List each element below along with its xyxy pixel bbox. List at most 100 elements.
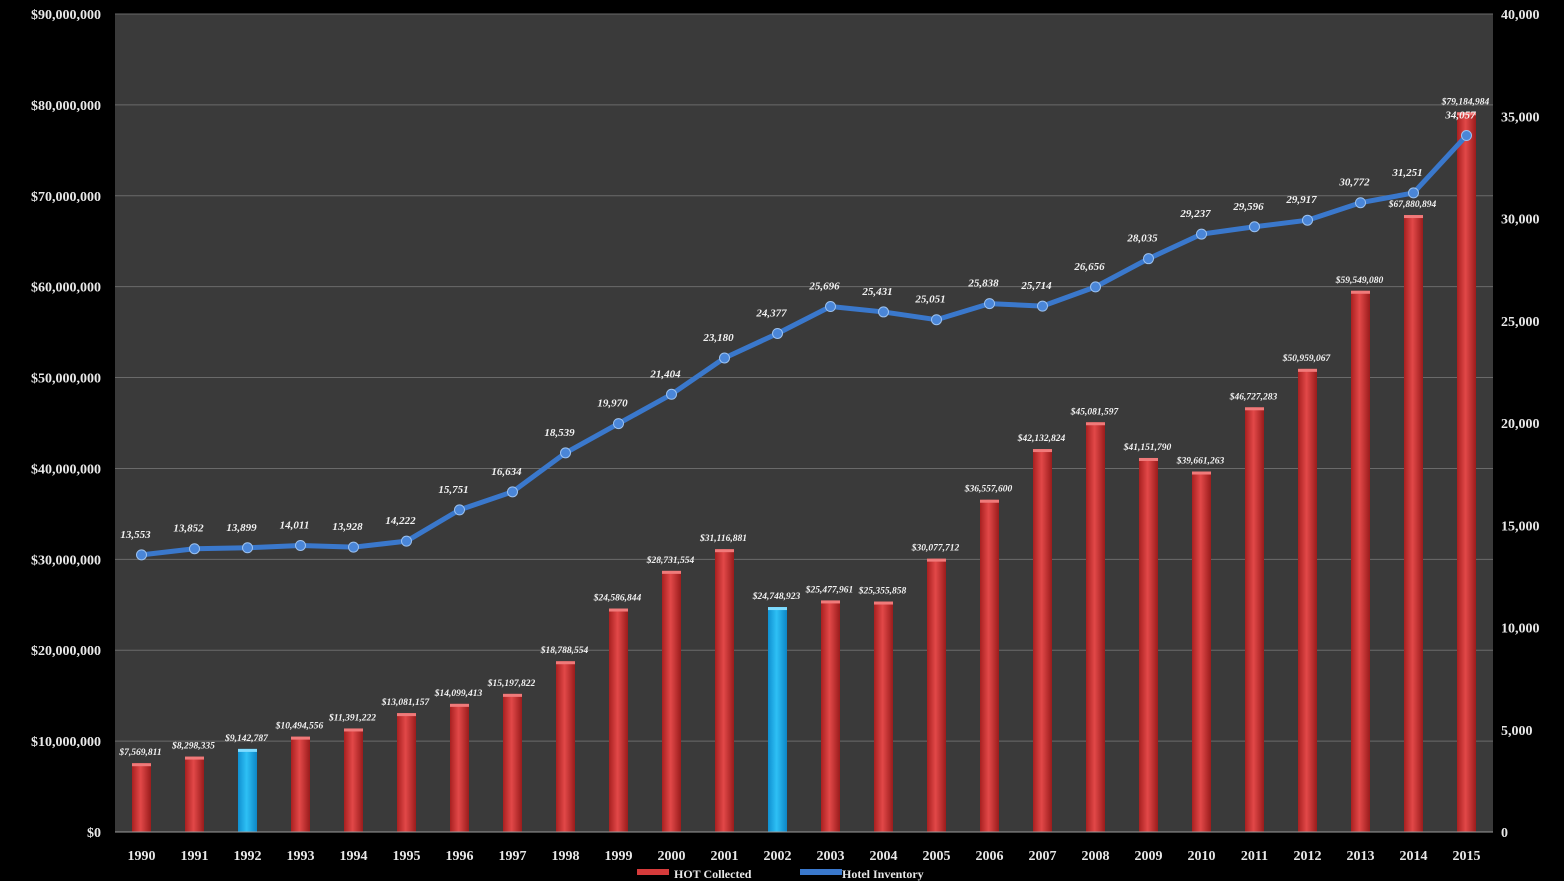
line-point <box>295 539 306 551</box>
line-data-label: 14,222 <box>385 515 416 527</box>
bar <box>609 608 628 832</box>
line-point <box>1143 253 1154 265</box>
x-tick-label: 1991 <box>181 849 209 864</box>
x-tick-label: 2007 <box>1029 849 1057 864</box>
bar-cap <box>1298 368 1317 372</box>
y-tick-label: $30,000,000 <box>31 553 101 568</box>
bar-cap <box>980 499 999 503</box>
bar-cap <box>874 601 893 605</box>
line-data-label: 29,237 <box>1179 208 1211 220</box>
line-point <box>136 549 147 561</box>
bar <box>1086 422 1105 832</box>
bar <box>397 713 416 832</box>
bar-cap <box>1192 471 1211 475</box>
bar-cap <box>1139 457 1158 461</box>
x-tick-label: 1993 <box>287 849 315 864</box>
line-data-label: 21,404 <box>649 368 681 380</box>
line-point <box>1196 228 1207 240</box>
line-point <box>719 352 730 364</box>
x-tick-label: 2006 <box>976 849 1004 864</box>
y2-tick-label: 25,000 <box>1501 315 1540 330</box>
line-data-label: 34,057 <box>1444 110 1476 122</box>
x-tick-label: 1994 <box>340 849 368 864</box>
bar-cap <box>185 756 204 760</box>
x-tick-label: 2011 <box>1241 849 1268 864</box>
bar-series <box>132 112 1476 833</box>
line-data-label: 23,180 <box>702 332 734 344</box>
bar-cap <box>132 763 151 767</box>
x-tick-label: 2012 <box>1294 849 1322 864</box>
x-tick-label: 2014 <box>1400 849 1428 864</box>
x-tick-label: 2005 <box>923 849 951 864</box>
line-point <box>1461 130 1472 142</box>
bar <box>1192 471 1211 832</box>
bar-data-label: $59,549,080 <box>1335 275 1384 286</box>
bar <box>1033 449 1052 832</box>
line-series <box>136 130 1472 561</box>
bar-data-label: $30,077,712 <box>911 543 960 554</box>
bar-data-label: $10,494,556 <box>275 721 324 732</box>
axes: $0 $10,000,000 $20,000,000 $30,000,000 $40,0… <box>31 8 1540 864</box>
bar-data-label: $79,184,984 <box>1441 96 1490 107</box>
bar-data-label: $18,788,554 <box>540 645 589 656</box>
bar <box>1139 457 1158 832</box>
bar <box>556 661 575 832</box>
bar-cap <box>1457 112 1476 116</box>
legend-swatch-hot-collected <box>637 869 669 875</box>
x-tick-label: 2001 <box>711 849 739 864</box>
line-point <box>454 504 465 516</box>
bar-data-label: $36,557,600 <box>964 484 1013 495</box>
line-data-label: 31,251 <box>1391 167 1422 179</box>
bar-data-label: $24,748,923 <box>752 591 801 602</box>
y2-tick-label: 40,000 <box>1501 8 1540 23</box>
bar <box>344 728 363 832</box>
bar-data-label: $46,727,283 <box>1229 391 1278 402</box>
bar-data-label: $7,569,811 <box>118 747 161 758</box>
x-tick-label: 2000 <box>658 849 686 864</box>
line-data-label: 26,656 <box>1073 261 1105 273</box>
bar-data-label: $28,731,554 <box>646 555 695 566</box>
bar-cap <box>1033 449 1052 453</box>
bar-data-label: $15,197,822 <box>487 678 536 689</box>
bar-data-label: $9,142,787 <box>224 733 269 744</box>
line-point <box>1302 214 1313 226</box>
line-point <box>1355 197 1366 209</box>
bar <box>662 570 681 832</box>
line-point <box>772 327 783 339</box>
y2-tick-label: 35,000 <box>1501 110 1540 125</box>
bar-data-label: $13,081,157 <box>381 697 431 708</box>
x-tick-label: 1990 <box>128 849 156 864</box>
y-tick-label: $20,000,000 <box>31 644 101 659</box>
bar <box>1351 290 1370 832</box>
y-tick-label: $80,000,000 <box>31 99 101 114</box>
y2-tick-label: 10,000 <box>1501 622 1540 637</box>
line-data-label: 29,917 <box>1285 194 1317 206</box>
bar <box>1404 215 1423 833</box>
y2-tick-label: 5,000 <box>1501 724 1533 739</box>
line-point <box>1037 300 1048 312</box>
bar-cap <box>1404 215 1423 219</box>
legend-swatch-hotel-inventory <box>800 869 842 875</box>
bar-cap <box>609 608 628 612</box>
bar <box>715 549 734 832</box>
bar-data-label: $42,132,824 <box>1017 433 1066 444</box>
y-tick-label: $90,000,000 <box>31 8 101 23</box>
bar-data-label: $50,959,067 <box>1282 353 1332 364</box>
y-tick-label: $10,000,000 <box>31 735 101 750</box>
line-point <box>878 306 889 318</box>
y2-tick-label: 0 <box>1501 826 1508 841</box>
legend: HOT Collected Hotel Inventory <box>637 867 924 881</box>
bar <box>821 600 840 832</box>
bar-cap <box>1245 407 1264 411</box>
bar-cap <box>821 600 840 604</box>
bar-data-label: $25,355,858 <box>858 586 907 597</box>
bar-cap <box>397 713 416 717</box>
line-point <box>666 388 677 400</box>
y2-tick-label: 20,000 <box>1501 417 1540 432</box>
line-data-label: 13,928 <box>332 521 363 533</box>
x-tick-label: 2004 <box>870 849 898 864</box>
y-tick-label: $0 <box>87 826 101 841</box>
line-data-label: 25,714 <box>1020 280 1052 292</box>
legend-label-hotel-inventory: Hotel Inventory <box>842 867 924 881</box>
